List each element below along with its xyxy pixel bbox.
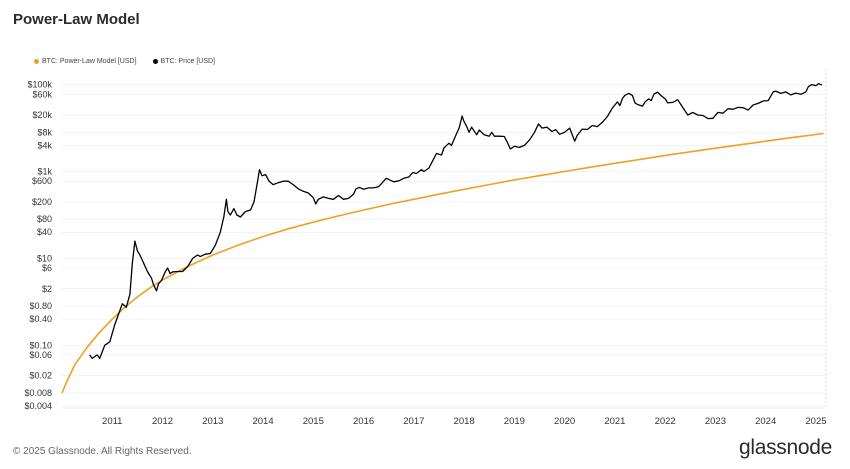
y-tick-label: $8k [37, 127, 52, 137]
y-tick-label: $1k [37, 167, 52, 177]
x-tick-label: 2025 [805, 416, 826, 427]
y-gridlines [62, 69, 827, 407]
y-tick-label: $0.40 [29, 314, 52, 324]
x-tick-label: 2016 [353, 416, 374, 427]
x-tick-label: 2020 [554, 416, 575, 427]
y-tick-label: $200 [32, 197, 52, 207]
y-tick-label: $0.06 [29, 350, 52, 360]
y-tick-label: $40 [37, 227, 52, 237]
x-tick-label: 2019 [504, 416, 525, 427]
x-axis: 2011 2012 2013 2014 2015 2016 2017 2018 2019 2020… [62, 407, 827, 427]
y-tick-label: $80 [37, 214, 52, 224]
series-line-power-law-model [61, 132, 824, 394]
brand-logo: glassnode [738, 436, 832, 459]
x-tick-label: 2015 [303, 416, 324, 427]
copyright-footer: © 2025 Glassnode. All Rights Reserved. [13, 446, 192, 457]
y-tick-label: $10 [37, 253, 52, 263]
legend-dot-icon [152, 59, 158, 64]
legend: BTC: Power-Law Model [USD] BTC: Price [U… [34, 58, 215, 65]
series-line-price [89, 83, 823, 360]
plot-area [61, 83, 824, 394]
x-tick-label: 2011 [102, 416, 122, 427]
chart-title: Power-Law Model [13, 11, 140, 28]
x-tick-label: 2017 [403, 416, 424, 427]
legend-label-model: BTC: Power-Law Model [USD] [42, 58, 137, 65]
y-tick-label: $60k [32, 89, 52, 99]
y-tick-label: $100k [27, 80, 52, 90]
legend-item-model[interactable]: BTC: Power-Law Model [USD] [34, 58, 137, 65]
y-tick-label: $0.02 [29, 371, 52, 381]
y-tick-label: $4k [37, 140, 52, 150]
x-tick-label: 2018 [454, 416, 475, 427]
y-tick-label: $0.004 [24, 401, 52, 411]
x-tick-label: 2012 [152, 416, 173, 427]
y-tick-label: $0.10 [29, 340, 52, 350]
x-tick-label: 2013 [202, 416, 223, 427]
y-tick-label: $0.008 [24, 388, 52, 398]
x-tick-label: 2023 [705, 416, 726, 427]
legend-label-price: BTC: Price [USD] [160, 58, 215, 65]
y-tick-label: $600 [32, 176, 52, 186]
legend-dot-icon [34, 59, 39, 64]
y-tick-label: $20k [32, 110, 52, 120]
x-tick-label: 2021 [604, 416, 625, 427]
y-axis: $100k$60k$20k$8k$4k$1k$600$200$80$40$10$… [24, 80, 52, 411]
y-tick-label: $0.80 [29, 301, 52, 311]
x-tick-label: 2022 [655, 416, 676, 427]
y-tick-label: $6 [42, 263, 52, 273]
x-tick-label: 2024 [755, 416, 776, 427]
legend-item-price[interactable]: BTC: Price [USD] [152, 58, 215, 65]
x-tick-label: 2014 [252, 416, 273, 427]
y-tick-label: $2 [42, 284, 52, 294]
